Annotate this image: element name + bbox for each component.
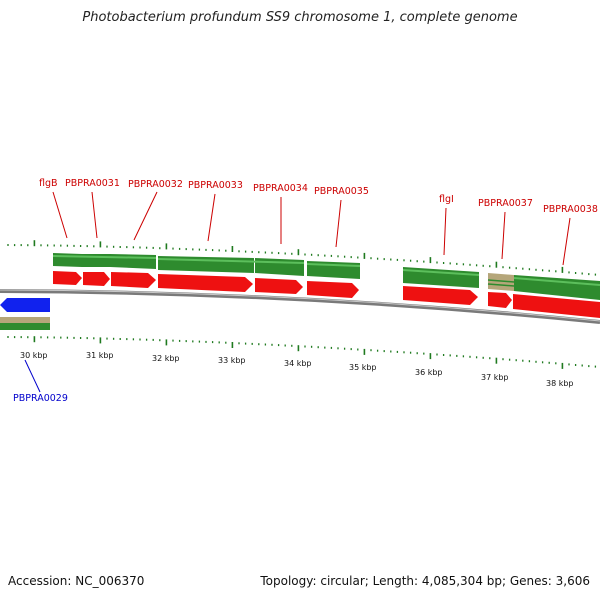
gene-label-PBPRA0037[interactable]: PBPRA0037 [478,198,533,209]
gene-label-PBPRA0033[interactable]: PBPRA0033 [188,180,243,191]
cds-arrow-PBPRA0029[interactable] [0,298,50,312]
cds-arrow-flgB[interactable] [53,271,82,285]
gene-label-PBPRA0034[interactable]: PBPRA0034 [253,183,308,194]
scale-label-34kbp: 34 kbp [284,359,312,368]
accession-text: Accession: NC_006370 [8,574,145,588]
cds-arrow-PBPRA0037[interactable] [488,292,512,308]
scale-label-35kbp: 35 kbp [349,363,377,372]
cds-arrow-PBPRA0033[interactable] [158,274,253,292]
map-title: Photobacterium profundum SS9 chromosome … [82,10,518,25]
cds-arrow-flgI[interactable] [403,286,478,305]
gene-label-PBPRA0038[interactable]: PBPRA0038 [543,204,598,215]
gene-label-PBPRA0032[interactable]: PBPRA0032 [128,179,183,190]
genome-summary-text: Topology: circular; Length: 4,085,304 bp… [260,574,590,588]
gene-bar-PBPRA0029-misc[interactable] [0,317,50,323]
gene-bar-PBPRA0029[interactable] [0,323,50,330]
label-leader-PBPRA0029 [24,359,41,393]
misc-feature-PBPRA0037[interactable] [488,273,514,291]
scale-label-33kbp: 33 kbp [218,356,246,365]
cds-arrow-PBPRA0038[interactable] [513,294,600,318]
gene-label-PBPRA0035[interactable]: PBPRA0035 [314,186,369,197]
scale-ticks-bottom [7,336,597,369]
misc-feature-highlight [487,279,515,287]
scale-label-30kbp: 30 kbp [20,351,48,360]
chromosome-backbone [0,289,600,324]
scale-label-37kbp: 37 kbp [481,373,509,382]
cds-arrow-PBPRA0032[interactable] [111,272,156,288]
gene-label-flgB[interactable]: flgB [39,178,58,189]
scale-label-31kbp: 31 kbp [86,351,114,360]
gene-bar-PBPRA0034[interactable] [255,258,304,276]
chromosome-backbone-highlight [0,289,600,322]
cds-arrow-PBPRA0034[interactable] [255,278,303,294]
scale-label-32kbp: 32 kbp [152,354,180,363]
label-leaders [52,191,571,266]
gene-label-flgI[interactable]: flgI [439,194,454,205]
gene-bar-highlight [52,255,600,286]
cds-arrow-PBPRA0035[interactable] [307,281,359,298]
cds-arrow-PBPRA0031[interactable] [83,272,110,286]
gene-label-PBPRA0031[interactable]: PBPRA0031 [65,178,120,189]
scale-ticks-top [7,240,597,276]
gene-bar-PBPRA0038[interactable] [514,275,600,300]
gene-label-PBPRA0029[interactable]: PBPRA0029 [13,393,68,404]
scale-label-36kbp: 36 kbp [415,368,443,377]
scale-label-38kbp: 38 kbp [546,379,574,388]
